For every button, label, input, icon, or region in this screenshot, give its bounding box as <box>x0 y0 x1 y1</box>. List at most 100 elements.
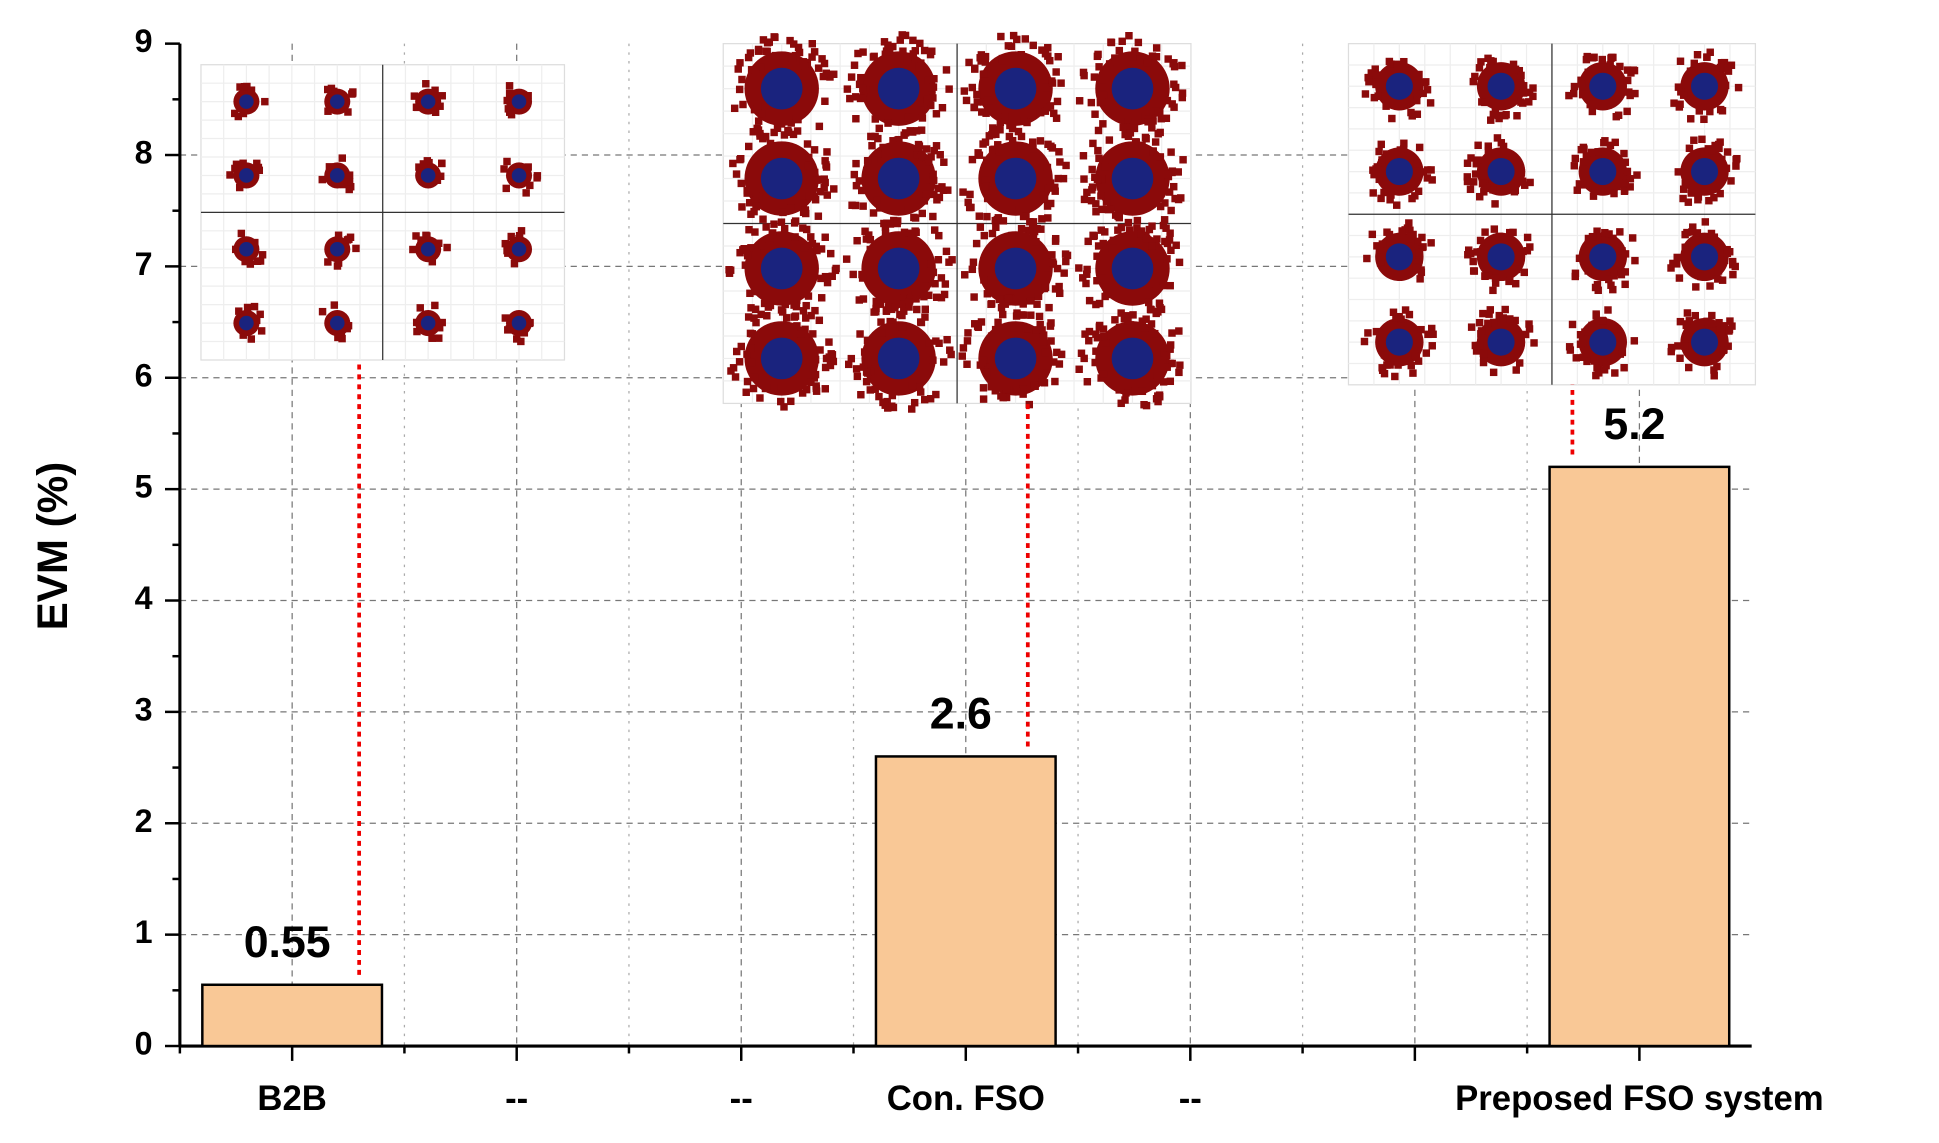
symbol-point <box>958 352 966 360</box>
symbol-point <box>1469 178 1478 186</box>
symbol-point <box>1036 320 1044 329</box>
symbol-point <box>870 308 878 316</box>
symbol-point <box>1163 255 1171 263</box>
symbol-point <box>1369 189 1377 197</box>
symbol-point <box>800 244 809 252</box>
symbol-core <box>994 247 1037 290</box>
symbol-point <box>1667 347 1675 356</box>
symbol-point <box>875 392 883 401</box>
symbol-core <box>1589 72 1617 100</box>
symbol-point <box>1494 111 1503 120</box>
symbol-point <box>732 347 741 356</box>
symbol-point <box>1170 182 1178 191</box>
symbol-point <box>942 247 951 256</box>
symbol-point <box>801 325 809 334</box>
symbol-point <box>753 103 762 111</box>
symbol-point <box>777 218 786 226</box>
symbol-point <box>968 155 977 164</box>
symbol-point <box>729 364 738 372</box>
symbol-point <box>1051 183 1059 192</box>
symbol-point <box>1530 339 1538 347</box>
symbol-point <box>1480 184 1489 193</box>
symbol-point <box>768 230 777 239</box>
symbol-point <box>1610 272 1618 280</box>
bar <box>1548 465 1731 1048</box>
symbol-point <box>809 330 817 338</box>
symbol-point <box>1610 189 1618 198</box>
symbol-point <box>1032 238 1040 246</box>
symbol-point <box>1467 154 1475 162</box>
symbol-point <box>1417 325 1425 334</box>
symbol-point <box>960 87 969 95</box>
symbol-point <box>1093 175 1102 184</box>
symbol-point <box>1369 74 1377 82</box>
symbol-point <box>1721 81 1730 90</box>
symbol-point <box>1055 282 1063 291</box>
symbol-point <box>1369 166 1377 174</box>
symbol-point <box>1126 129 1135 137</box>
symbol-point <box>1414 187 1423 196</box>
symbol-point <box>1138 387 1147 396</box>
symbol-point <box>1518 177 1527 185</box>
symbol-point <box>1157 115 1165 123</box>
symbol-point <box>1720 346 1728 354</box>
symbol-point <box>1412 264 1421 272</box>
symbol-point <box>1175 327 1183 335</box>
symbol-point <box>235 307 243 315</box>
symbol-point <box>754 45 763 54</box>
symbol-point <box>1151 329 1159 338</box>
symbol-point <box>1720 322 1729 330</box>
symbol-point <box>859 202 867 210</box>
symbol-point <box>807 311 815 320</box>
symbol-point <box>428 334 436 342</box>
symbol-point <box>1056 289 1064 298</box>
y-tick-label: 3 <box>135 691 153 727</box>
bar <box>201 983 384 1048</box>
symbol-point <box>742 246 751 255</box>
symbol-point <box>1039 191 1048 199</box>
symbol-point <box>996 118 1005 127</box>
symbol-point <box>1029 138 1037 146</box>
symbol-point <box>905 303 913 311</box>
symbol-point <box>916 388 925 396</box>
symbol-point <box>929 94 937 102</box>
symbol-point <box>747 304 755 312</box>
symbol-point <box>802 225 811 234</box>
symbol-point <box>850 61 859 69</box>
symbol-point <box>1491 104 1500 113</box>
symbol-point <box>1380 188 1388 197</box>
symbol-point <box>1047 319 1055 327</box>
symbol-point <box>991 128 1000 137</box>
symbol-point <box>1520 268 1529 277</box>
symbol-point <box>1471 72 1479 81</box>
y-axis-label: EVM (%) <box>29 462 76 631</box>
symbol-point <box>1093 277 1101 285</box>
symbol-point <box>1039 338 1047 346</box>
symbol-point <box>1584 239 1593 248</box>
symbol-point <box>754 117 763 125</box>
symbol-point <box>817 294 826 302</box>
symbol-point <box>987 332 996 340</box>
symbol-point <box>787 204 795 212</box>
symbol-point <box>862 166 871 175</box>
symbol-point <box>415 163 423 171</box>
symbol-point <box>246 260 255 268</box>
symbol-point <box>1669 259 1677 268</box>
symbol-point <box>1594 233 1602 241</box>
symbol-point <box>1572 354 1580 362</box>
symbol-point <box>1079 68 1088 77</box>
symbol-point <box>1697 272 1705 281</box>
symbol-point <box>1626 175 1635 183</box>
symbol-point <box>1156 153 1165 161</box>
symbol-point <box>1705 196 1713 205</box>
symbol-point <box>770 128 778 137</box>
symbol-point <box>859 84 867 93</box>
symbol-point <box>1163 239 1172 248</box>
symbol-point <box>1017 224 1026 233</box>
symbol-point <box>1154 108 1162 117</box>
symbol-point <box>1134 38 1143 47</box>
symbol-point <box>1406 226 1414 235</box>
symbol-point <box>939 186 948 194</box>
symbol-point <box>241 257 249 266</box>
symbol-point <box>1021 35 1030 43</box>
